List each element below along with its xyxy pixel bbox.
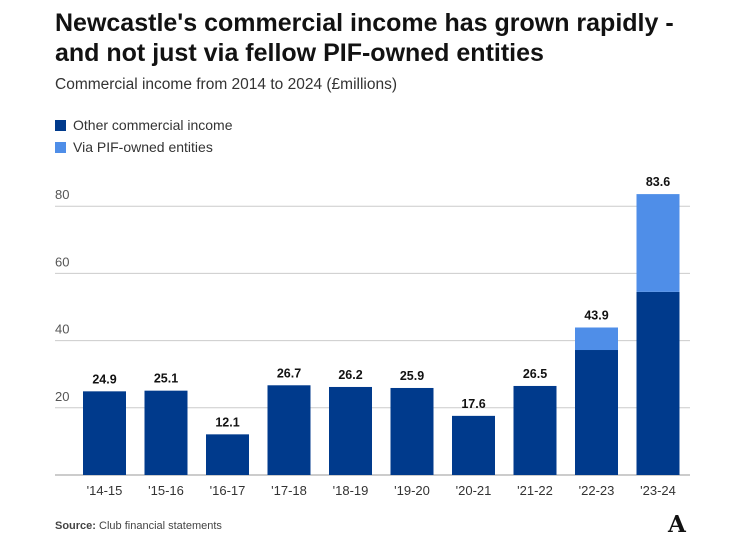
bar-pif-owned	[575, 327, 618, 351]
athletic-logo-icon: A	[668, 511, 686, 538]
x-tick-label: '16-17	[210, 483, 246, 498]
data-label: 26.7	[277, 366, 301, 380]
bar-other-commercial	[636, 291, 680, 475]
legend-item-pif: Via PIF-owned entities	[55, 136, 233, 158]
chart-title: Newcastle's commercial income has grown …	[55, 9, 674, 67]
legend-label-other: Other commercial income	[73, 117, 233, 133]
bar-other-commercial	[83, 391, 126, 475]
legend-item-other: Other commercial income	[55, 114, 233, 136]
bar-other-commercial	[206, 434, 249, 475]
y-tick-label: 80	[55, 187, 69, 202]
y-tick-label: 20	[55, 389, 69, 404]
legend: Other commercial income Via PIF-owned en…	[55, 114, 233, 158]
y-tick-label: 40	[55, 322, 69, 337]
bar-pif-owned	[636, 194, 680, 292]
x-tick-label: '19-20	[394, 483, 430, 498]
bar-other-commercial	[452, 415, 495, 475]
x-tick-label: '17-18	[271, 483, 307, 498]
x-tick-label: '15-16	[148, 483, 184, 498]
chart-subtitle: Commercial income from 2014 to 2024 (£mi…	[55, 76, 397, 93]
legend-swatch-other	[55, 119, 66, 131]
x-tick-label: '22-23	[579, 483, 615, 498]
legend-label-pif: Via PIF-owned entities	[73, 139, 213, 155]
data-label: 25.1	[154, 372, 178, 386]
bar-other-commercial	[267, 385, 311, 475]
bar-other-commercial	[144, 390, 188, 475]
data-label: 17.6	[461, 397, 485, 411]
legend-swatch-pif	[55, 141, 66, 153]
source-note: Source: Club financial statements	[55, 520, 222, 532]
source-prefix: Source:	[55, 520, 96, 532]
x-tick-label: '23-24	[640, 483, 676, 498]
source-text: Club financial statements	[99, 520, 222, 532]
bar-other-commercial	[575, 350, 618, 475]
x-tick-label: '14-15	[87, 483, 123, 498]
x-tick-label: '18-19	[333, 483, 369, 498]
bar-other-commercial	[390, 387, 434, 475]
bar-other-commercial	[329, 386, 372, 475]
data-label: 26.2	[338, 368, 362, 382]
data-label: 12.1	[215, 415, 239, 429]
x-tick-label: '20-21	[456, 483, 492, 498]
data-label: 43.9	[584, 308, 608, 322]
x-tick-label: '21-22	[517, 483, 553, 498]
data-label: 25.9	[400, 369, 424, 383]
data-label: 83.6	[646, 175, 670, 189]
y-tick-label: 60	[55, 254, 69, 269]
data-label: 24.9	[92, 372, 116, 386]
bar-other-commercial	[513, 385, 557, 475]
data-label: 26.5	[523, 367, 547, 381]
